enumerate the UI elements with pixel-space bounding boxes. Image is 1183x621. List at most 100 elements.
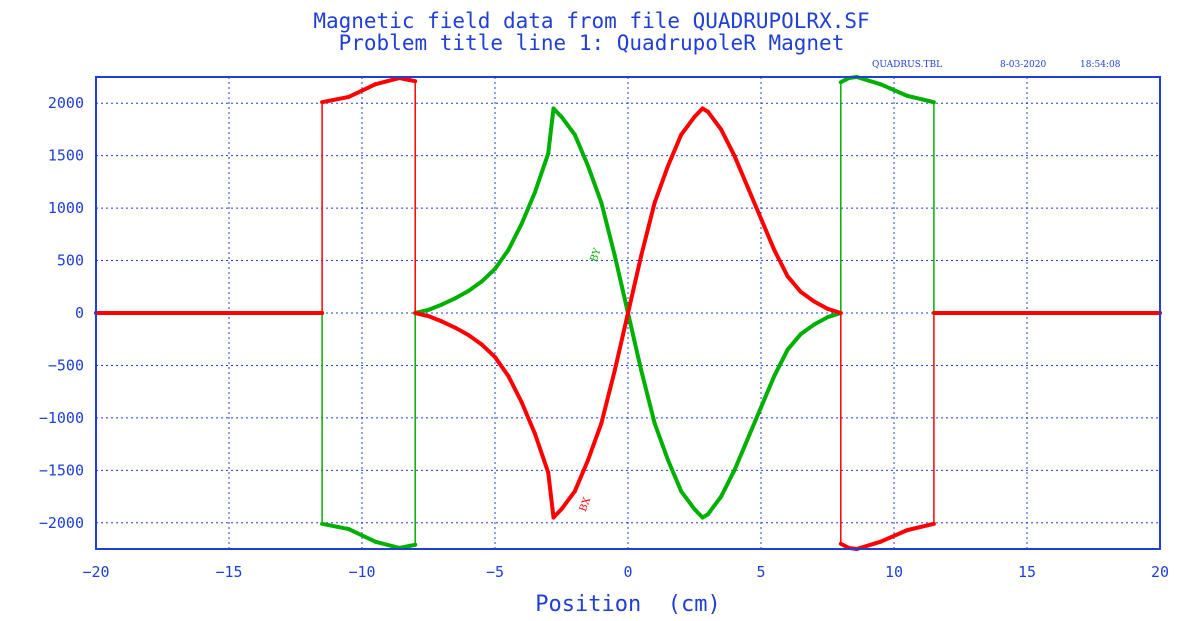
series-bx-segment (798, 290, 817, 304)
series-bx-segment (772, 248, 790, 279)
y-tick-label: 2000 (48, 94, 84, 112)
series-bx-segment (759, 216, 777, 253)
series-bx-segment (812, 299, 830, 311)
series-by-segment (652, 421, 670, 462)
series-tag-bx: BX (578, 495, 594, 513)
x-tick-label: −15 (215, 563, 242, 581)
series-by-segment (679, 489, 697, 512)
series-bx-segment (599, 368, 617, 426)
series-by-segment (772, 347, 790, 378)
series-by-segment (407, 542, 418, 548)
series-by-segment (745, 405, 763, 441)
series-by-segment (759, 373, 777, 410)
series-by-segment (732, 436, 750, 473)
x-axis-label: Position (cm) (535, 592, 720, 617)
series-bx-segment (732, 153, 750, 190)
y-tick-label: −1000 (39, 409, 84, 427)
series-by-segment (665, 457, 684, 494)
series-by-segment (532, 151, 551, 195)
series-by-segment (854, 75, 883, 87)
series-by-segment (586, 164, 604, 205)
series-bx-segment (854, 539, 883, 551)
series-bx-segment (479, 342, 497, 360)
y-tick-label: −500 (48, 356, 84, 374)
x-tick-label: −10 (348, 563, 375, 581)
series-bx-segment (705, 109, 724, 132)
series-bx-segment (532, 431, 551, 475)
y-tick-label: −2000 (39, 514, 84, 532)
series-by-segment (346, 527, 378, 544)
series-bx-segment (407, 78, 418, 84)
series-by-segment (599, 200, 617, 258)
series-bx-segment (679, 114, 697, 137)
series-by-segment (453, 288, 471, 301)
series-by-segment (559, 114, 577, 137)
series-bx-segment (785, 274, 803, 295)
series-bx-segment (439, 319, 458, 330)
series-by-segment (785, 331, 803, 352)
series-bx-segment (320, 94, 351, 105)
tick-layer: −20 −15 −10 −5 0 5 10 15 20 −2000 −1500 −1000 −500 0 5… (39, 94, 1169, 581)
series-by-segment (506, 221, 524, 253)
series-bx-segment (719, 127, 737, 158)
date-stamp: 8-03-2020 (1000, 60, 1047, 70)
y-tick-label: −1500 (39, 461, 84, 479)
series-by-segment (798, 322, 817, 336)
series-by-segment (705, 494, 724, 517)
chart-title: Magnetic field data from file QUADRUPOLR… (313, 9, 870, 33)
series-by-segment (426, 302, 444, 312)
series-bx-segment (546, 470, 556, 520)
series-bx-segment (586, 421, 604, 462)
series-by-segment (466, 279, 484, 293)
series-bx-segment (519, 400, 537, 436)
series-bx-segment (572, 457, 591, 494)
series-bx-segment (453, 325, 471, 338)
plot-frame (95, 76, 1161, 550)
x-tick-label: 15 (1018, 563, 1036, 581)
series-bx-segment (373, 76, 402, 87)
x-tick-label: −20 (82, 563, 109, 581)
series-by-segment (812, 315, 830, 327)
series-bx-segment (905, 521, 936, 533)
series-by-segment (572, 132, 591, 169)
series-bx-segment (559, 489, 577, 512)
series-bx-segment (612, 311, 630, 373)
series-by-segment (439, 296, 458, 307)
series-bx-segment (878, 528, 910, 544)
series-by-segment (479, 266, 497, 284)
x-tick-label: −5 (486, 563, 504, 581)
series-bx-segment (426, 314, 444, 324)
series-by-segment (519, 190, 537, 226)
series-by-segment (373, 539, 402, 550)
series-bx-segment (745, 185, 763, 221)
series-by-segment (905, 93, 936, 105)
series-by-segment (719, 468, 737, 499)
series-bx-segment (346, 82, 378, 99)
series-bx-segment (626, 253, 644, 315)
series-bx-segment (825, 306, 843, 315)
series-tag-by: BY (589, 247, 604, 264)
series-bx-segment (493, 355, 511, 378)
series-by-segment (639, 368, 657, 426)
series-layer: BX BY (94, 75, 1162, 551)
table-file-label: QUADRUS.TBL (872, 60, 943, 70)
series-bx-segment (652, 164, 670, 205)
series-bx-segment (506, 373, 524, 405)
series-by-segment (546, 106, 556, 156)
series-bx-segment (665, 132, 684, 169)
chart-title-block: Magnetic field data from file QUADRUPOLR… (0, 10, 1183, 54)
y-tick-label: 500 (57, 252, 84, 270)
series-by-segment (626, 311, 644, 373)
y-tick-label: 0 (75, 304, 84, 322)
series-by-segment (612, 253, 630, 315)
x-tick-label: 20 (1151, 563, 1169, 581)
x-tick-label: 5 (756, 563, 765, 581)
series-bx-segment (413, 311, 431, 319)
series-by-segment (878, 82, 910, 98)
time-stamp: 18:54:08 (1080, 60, 1121, 70)
y-tick-label: 1000 (48, 199, 84, 217)
chart-subtitle: Problem title line 1: QuadrupoleR Magnet (338, 31, 845, 55)
y-tick-label: 1500 (48, 147, 84, 165)
x-tick-label: 10 (885, 563, 903, 581)
